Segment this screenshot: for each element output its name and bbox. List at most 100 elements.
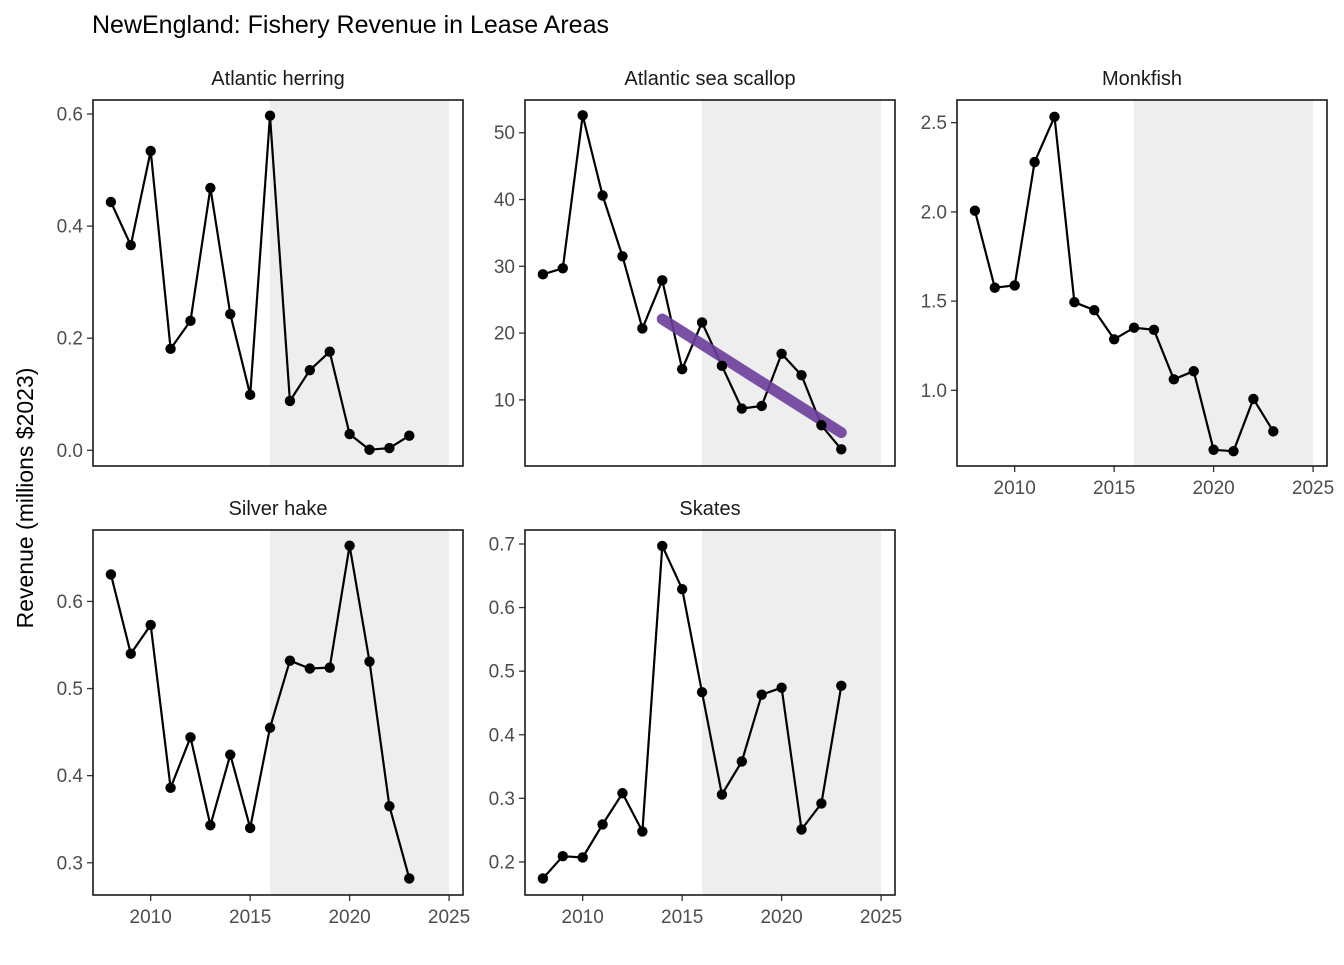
data-point <box>364 656 375 667</box>
data-point <box>637 826 648 837</box>
trend-line-atlantic-sea-scallop <box>656 313 847 439</box>
panel-border-monkfish <box>956 99 1328 467</box>
data-point <box>577 110 588 121</box>
y-tick-label: 50 <box>494 123 515 144</box>
data-point <box>1009 280 1020 291</box>
x-tick-label: 2015 <box>229 907 271 928</box>
x-tick-label: 2025 <box>1292 478 1334 499</box>
data-point <box>736 403 748 414</box>
data-point <box>205 820 216 831</box>
y-tick-label: 0.6 <box>57 105 83 126</box>
data-point <box>384 442 395 454</box>
data-point <box>185 315 196 327</box>
data-point <box>537 269 549 280</box>
y-tick-label: 1.5 <box>921 292 947 313</box>
data-point <box>384 800 395 812</box>
y-tick-label: 0.2 <box>57 329 83 350</box>
data-point <box>816 420 827 431</box>
y-tick-label: 0.4 <box>57 217 84 238</box>
data-point <box>205 182 216 194</box>
y-tick-label: 2.5 <box>921 113 947 134</box>
data-point <box>696 686 708 698</box>
data-point <box>264 722 276 733</box>
data-point <box>225 308 236 320</box>
y-tick-label: 0.3 <box>489 789 515 810</box>
data-point <box>597 819 608 830</box>
data-point <box>165 343 176 355</box>
data-point <box>324 346 335 357</box>
data-point <box>736 756 748 767</box>
data-point <box>617 788 628 799</box>
y-tick-label: 0.6 <box>489 598 515 619</box>
data-point <box>1268 426 1279 437</box>
data-point <box>1168 374 1180 385</box>
data-point <box>185 732 196 743</box>
data-point <box>537 873 549 884</box>
panel-title-skates: Skates <box>679 498 740 520</box>
panel-title-silver-hake: Silver hake <box>229 498 328 520</box>
data-point <box>264 110 276 121</box>
data-point <box>404 430 415 441</box>
series-line-atlantic-herring <box>109 114 410 451</box>
y-tick-label: 30 <box>494 257 515 278</box>
panel-title-atlantic-herring: Atlantic herring <box>211 68 344 90</box>
x-tick-label: 2010 <box>562 907 604 928</box>
data-point <box>676 583 688 595</box>
data-point <box>1069 296 1080 308</box>
data-point <box>676 363 688 375</box>
panel-border-silver-hake <box>92 529 464 896</box>
panel-atlantic-sea-scallop: Atlantic sea scallop 10 20 30 40 50 <box>494 68 896 467</box>
data-point <box>637 323 648 334</box>
x-tick-label: 2025 <box>860 907 902 928</box>
panel-border-atlantic-herring <box>92 99 464 467</box>
shaded-period-monkfish <box>1134 100 1314 466</box>
y-tick-label: 10 <box>494 390 515 411</box>
y-tick-label: 0.4 <box>489 725 516 746</box>
x-tick-label: 2015 <box>661 907 703 928</box>
data-point <box>145 145 156 157</box>
data-point <box>989 282 1000 293</box>
y-tick-label: 20 <box>494 324 515 345</box>
panel-skates: Skates 0.2 0.3 0.4 0.5 0.6 0.7 2010 2015 2020 2025 <box>489 498 903 928</box>
data-point <box>1208 444 1219 455</box>
y-tick-label: 1.0 <box>921 381 947 402</box>
data-point <box>244 822 256 834</box>
panel-border-atlantic-sea-scallop <box>524 99 896 467</box>
data-point <box>557 851 568 862</box>
data-point <box>557 263 568 274</box>
data-point <box>1248 393 1259 405</box>
panel-title-atlantic-sea-scallop: Atlantic sea scallop <box>624 68 795 90</box>
data-point <box>1029 156 1040 168</box>
data-point <box>836 444 847 455</box>
data-point <box>617 251 628 262</box>
y-tick-label: 0.7 <box>489 534 515 555</box>
data-point <box>284 395 296 407</box>
data-point <box>105 569 117 580</box>
series-line-skates <box>542 544 843 880</box>
data-point <box>145 619 156 631</box>
data-point <box>577 852 588 863</box>
data-point <box>1049 111 1060 122</box>
data-point <box>125 648 136 659</box>
y-tick-label: 0.4 <box>57 766 84 787</box>
data-point <box>225 749 236 760</box>
y-tick-label: 0.2 <box>489 852 515 873</box>
series-line-atlantic-sea-scallop <box>542 114 843 451</box>
panels-layer: Atlantic herring 0.0 0.2 0.4 0.6 Atlantic sea… <box>57 68 1335 928</box>
data-point <box>597 190 608 201</box>
y-tick-label: 0.5 <box>57 679 83 700</box>
data-point <box>796 824 807 835</box>
data-point <box>1108 334 1120 345</box>
data-point <box>816 798 827 809</box>
data-point <box>1128 322 1140 333</box>
data-point <box>404 873 415 884</box>
data-point <box>105 196 117 208</box>
shaded-period-skates <box>702 530 882 895</box>
y-tick-label: 0.3 <box>57 853 83 874</box>
data-point <box>716 360 728 372</box>
data-point <box>657 540 668 552</box>
x-tick-label: 2015 <box>1093 478 1135 499</box>
panel-silver-hake: Silver hake 0.3 0.4 0.5 0.6 2010 2015 2020 2025 <box>57 498 471 928</box>
